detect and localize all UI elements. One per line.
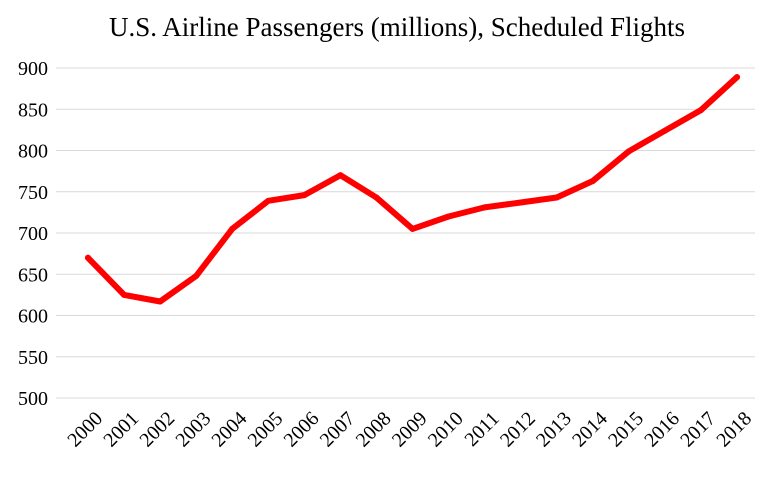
x-tick-label: 2013 xyxy=(532,408,576,452)
y-tick-label: 600 xyxy=(18,306,48,328)
x-tick-label: 2011 xyxy=(460,408,503,451)
y-tick-label: 850 xyxy=(18,99,48,121)
gridlines xyxy=(56,67,755,399)
y-tick-label: 650 xyxy=(18,264,48,286)
y-tick-label: 550 xyxy=(18,347,48,369)
x-tick-label: 2008 xyxy=(352,408,396,452)
data-point-2011 xyxy=(481,204,488,211)
y-tick-label: 800 xyxy=(18,141,48,163)
x-tick-label: 2005 xyxy=(244,408,288,452)
data-point-2009 xyxy=(409,225,416,232)
chart-title: U.S. Airline Passengers (millions), Sche… xyxy=(109,12,685,42)
series-layer xyxy=(85,74,740,305)
x-tick-label: 2017 xyxy=(676,408,720,452)
data-point-2016 xyxy=(661,127,668,134)
x-tick-label: 2001 xyxy=(99,408,143,452)
data-point-2012 xyxy=(517,199,524,206)
x-tick-label: 2014 xyxy=(568,408,612,452)
data-point-2017 xyxy=(697,107,704,114)
data-point-2008 xyxy=(373,194,380,201)
data-point-2015 xyxy=(625,148,632,155)
data-point-2003 xyxy=(193,272,200,279)
data-point-2010 xyxy=(445,213,452,220)
data-point-2013 xyxy=(553,194,560,201)
x-tick-label: 2009 xyxy=(388,408,432,452)
y-tick-label: 900 xyxy=(18,58,48,80)
data-point-2006 xyxy=(301,192,308,199)
x-tick-label: 2000 xyxy=(63,408,107,452)
x-tick-label: 2002 xyxy=(135,408,179,452)
y-tick-label: 750 xyxy=(18,182,48,204)
x-tick-label: 2012 xyxy=(496,408,540,452)
x-tick-label: 2015 xyxy=(604,408,648,452)
data-point-2001 xyxy=(121,291,128,298)
data-point-2000 xyxy=(85,254,91,261)
y-axis-tick-labels: 500 550 600 650 700 750 800 850 900 xyxy=(18,58,48,410)
series-line xyxy=(85,74,740,305)
x-tick-label: 2004 xyxy=(208,408,252,452)
data-point-2007 xyxy=(337,172,344,179)
data-point-2018 xyxy=(734,74,740,81)
data-point-2005 xyxy=(265,197,272,204)
x-tick-label: 2016 xyxy=(640,408,684,452)
data-point-2004 xyxy=(229,225,236,232)
data-point-2002 xyxy=(157,298,164,305)
y-tick-label: 500 xyxy=(18,388,48,410)
x-tick-label: 2007 xyxy=(316,408,360,452)
x-tick-label: 2003 xyxy=(171,408,215,452)
data-point-2014 xyxy=(589,178,596,185)
x-tick-label: 2018 xyxy=(712,408,756,452)
x-tick-label: 2010 xyxy=(424,408,468,452)
x-tick-label: 2006 xyxy=(280,408,324,452)
x-axis-tick-labels: 2000200120022003200420052006200720082009… xyxy=(63,408,756,452)
y-tick-label: 700 xyxy=(18,223,48,245)
